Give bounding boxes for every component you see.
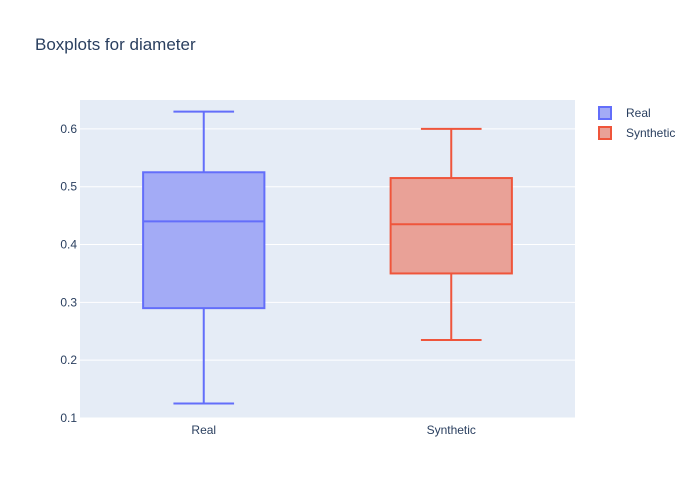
- y-tick-label: 0.4: [60, 238, 77, 252]
- box-iqr: [389, 177, 513, 275]
- y-tick-label: 0.1: [60, 411, 77, 425]
- legend-label: Real: [626, 106, 651, 120]
- x-tick-label: Real: [191, 423, 216, 437]
- legend-swatch: [598, 126, 612, 140]
- box-real[interactable]: [142, 110, 266, 405]
- y-tick-label: 0.2: [60, 353, 77, 367]
- y-tick-label: 0.3: [60, 295, 77, 309]
- box-synthetic[interactable]: [389, 127, 513, 341]
- y-tick-label: 0.5: [60, 180, 77, 194]
- x-axis-ticks: Real Synthetic: [191, 423, 476, 437]
- legend-label: Synthetic: [626, 126, 675, 140]
- legend-item-real[interactable]: Real: [598, 106, 651, 120]
- box-series: [142, 110, 513, 405]
- chart-title: Boxplots for diameter: [35, 35, 196, 54]
- y-axis-ticks: 0.1 0.2 0.3 0.4 0.5 0.6: [60, 122, 77, 425]
- box-iqr: [142, 171, 266, 310]
- legend-swatch: [598, 106, 612, 120]
- legend-item-synthetic[interactable]: Synthetic: [598, 126, 675, 140]
- legend[interactable]: Real Synthetic: [598, 106, 675, 140]
- x-tick-label: Synthetic: [427, 423, 476, 437]
- y-tick-label: 0.6: [60, 122, 77, 136]
